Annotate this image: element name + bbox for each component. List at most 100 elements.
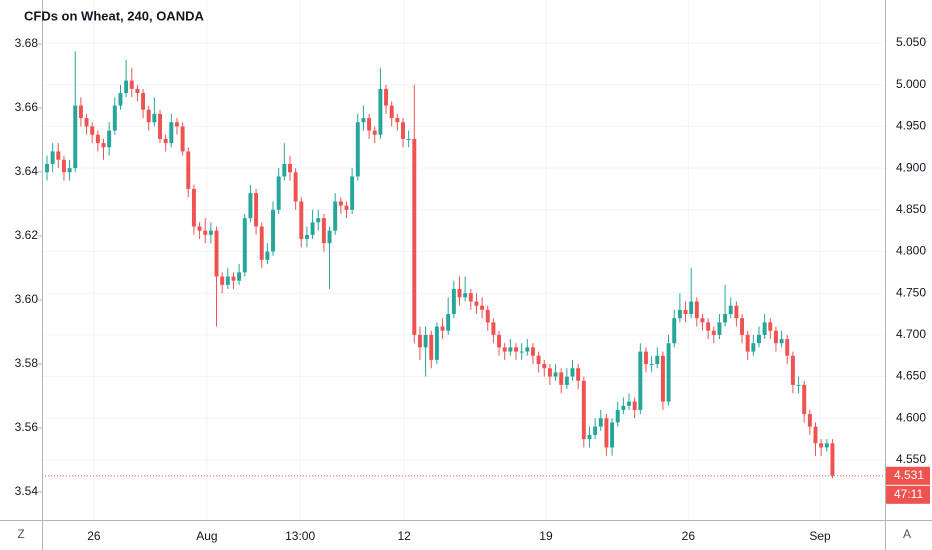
- candle-body: [502, 347, 507, 352]
- left-tick-label: 3.54: [15, 484, 39, 498]
- left-tick-label: 3.68: [15, 36, 39, 50]
- candle-body: [271, 209, 276, 252]
- candle-body: [587, 434, 592, 440]
- candle-body: [135, 88, 140, 94]
- candle-body: [706, 322, 711, 331]
- candle-body: [559, 372, 564, 385]
- candle-body: [152, 113, 157, 123]
- candle-body: [288, 163, 292, 173]
- candle-body: [610, 422, 615, 448]
- candle-body: [525, 347, 530, 352]
- candle-body: [576, 368, 581, 381]
- candle-body: [180, 126, 185, 152]
- scale-button[interactable]: A: [903, 527, 911, 541]
- candle-body: [67, 168, 72, 173]
- x-tick-label: Sep: [809, 529, 831, 543]
- candle-body: [73, 105, 78, 169]
- candle-body: [547, 368, 552, 377]
- candle-body: [745, 334, 750, 352]
- candle-body: [321, 218, 326, 244]
- candle-body: [779, 339, 784, 344]
- candle-body: [802, 384, 807, 415]
- candle-body: [186, 151, 191, 189]
- left-tick-label: 3.62: [15, 228, 39, 242]
- candle-body: [191, 188, 196, 227]
- candle-body: [45, 163, 49, 173]
- candle-body: [711, 330, 716, 335]
- right-tick-label: 4.600: [896, 410, 926, 424]
- candle-body: [514, 347, 518, 352]
- candle-body: [666, 343, 671, 402]
- right-tick-label: 4.550: [896, 452, 926, 466]
- candle-body: [401, 122, 405, 139]
- candle-body: [95, 134, 100, 144]
- candle-body: [564, 376, 569, 385]
- candle-body: [389, 105, 394, 119]
- candle-body: [78, 105, 83, 119]
- candle-body: [474, 301, 479, 306]
- candle-body: [751, 343, 756, 352]
- candle-body: [463, 293, 468, 298]
- candle-body: [220, 276, 225, 285]
- right-tick-label: 4.950: [896, 119, 926, 133]
- candle-body: [694, 301, 699, 319]
- candle-body: [406, 138, 411, 140]
- candle-body: [773, 330, 778, 344]
- candle-body: [423, 334, 428, 348]
- candle-body: [824, 443, 829, 448]
- candle-body: [638, 351, 643, 410]
- candle-body: [333, 201, 338, 231]
- candle-body: [254, 193, 259, 227]
- candle-body: [819, 443, 824, 448]
- candle-body: [457, 289, 462, 298]
- right-tick-label: 4.900: [896, 160, 926, 174]
- candle-body: [593, 426, 598, 435]
- candle-body: [118, 93, 123, 106]
- right-tick-label: 5.050: [896, 35, 926, 49]
- axes-layer: 3.54 3.56 3.58 3.60 3.62 3.64 3.66 3.68 4.550 4.6…: [15, 35, 930, 543]
- candle-body: [632, 401, 637, 410]
- candle-body: [813, 426, 818, 444]
- candle-body: [208, 230, 213, 235]
- candle-body: [141, 93, 146, 110]
- candle-body: [570, 368, 575, 377]
- candle-body: [107, 130, 112, 148]
- candle-body: [276, 176, 281, 210]
- candle-body: [248, 193, 253, 219]
- candle-body: [649, 364, 654, 366]
- candle-body: [231, 276, 236, 281]
- candle-body: [615, 409, 620, 423]
- candle-body: [660, 355, 665, 402]
- candle-body: [327, 230, 332, 244]
- candle-body: [316, 218, 321, 223]
- scale-button[interactable]: Z: [17, 527, 24, 541]
- candle-body: [350, 176, 355, 210]
- candle-body: [293, 172, 298, 202]
- candle-body: [384, 88, 389, 106]
- x-tick-label: 13:00: [285, 529, 315, 543]
- right-tick-label: 5.000: [896, 77, 926, 91]
- candle-body: [197, 226, 202, 231]
- candle-body: [723, 314, 728, 323]
- candle-body: [344, 205, 349, 210]
- candle-body: [90, 126, 95, 135]
- candle-body: [129, 80, 134, 89]
- candle-body: [158, 113, 162, 139]
- candle-body: [169, 122, 174, 144]
- candle-body: [542, 364, 547, 369]
- candle-body: [417, 334, 422, 348]
- candle-body: [807, 414, 812, 427]
- candle-body: [446, 314, 451, 331]
- x-tick-label: 26: [682, 529, 696, 543]
- candle-body: [700, 318, 705, 323]
- right-tick-label: 4.800: [896, 244, 926, 258]
- left-tick-label: 3.66: [15, 100, 39, 114]
- candle-body: [536, 355, 541, 365]
- candle-body: [519, 351, 524, 353]
- candle-body: [395, 118, 400, 123]
- right-tick-label: 4.750: [896, 285, 926, 299]
- left-tick-label: 3.56: [15, 420, 39, 434]
- candle-body: [214, 230, 219, 277]
- candle-body: [485, 309, 490, 323]
